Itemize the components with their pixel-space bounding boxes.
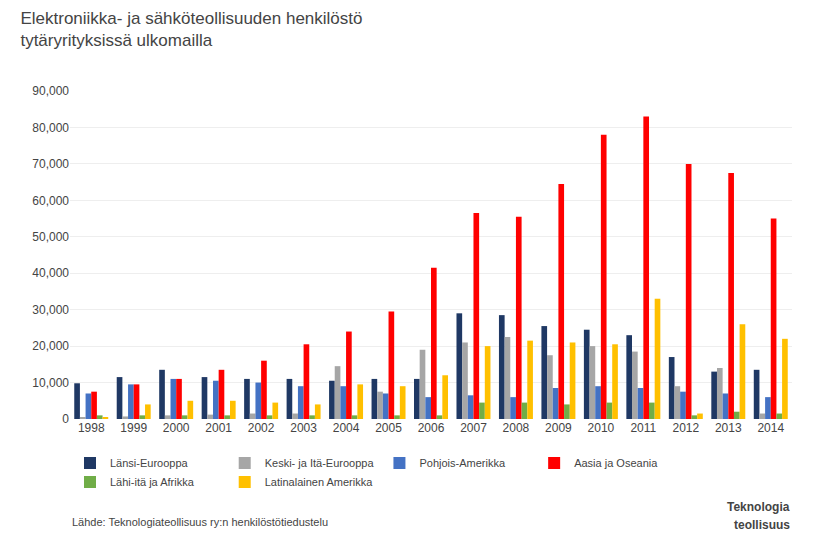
svg-text:1999: 1999 (120, 421, 147, 435)
svg-text:2001: 2001 (205, 421, 232, 435)
svg-text:2011: 2011 (630, 421, 656, 435)
svg-text:2013: 2013 (715, 421, 742, 435)
svg-text:2009: 2009 (545, 421, 572, 435)
svg-text:Pohjois-Amerikka: Pohjois-Amerikka (419, 457, 505, 469)
svg-text:Länsi-Eurooppa: Länsi-Eurooppa (110, 457, 189, 469)
svg-text:Lähi-itä ja Afrikka: Lähi-itä ja Afrikka (110, 476, 195, 488)
svg-text:1998: 1998 (78, 421, 105, 435)
svg-text:2007: 2007 (460, 421, 487, 435)
svg-text:Latinalainen Amerikka: Latinalainen Amerikka (265, 476, 374, 488)
svg-text:50,000: 50,000 (32, 230, 69, 244)
svg-text:2012: 2012 (672, 421, 699, 435)
svg-text:20,000: 20,000 (32, 339, 69, 353)
svg-text:70,000: 70,000 (32, 157, 69, 171)
svg-text:30,000: 30,000 (32, 303, 69, 317)
svg-text:2004: 2004 (333, 421, 360, 435)
svg-text:2014: 2014 (757, 421, 784, 435)
svg-text:60,000: 60,000 (32, 194, 69, 208)
svg-text:40,000: 40,000 (32, 266, 69, 280)
svg-text:Keski- ja Itä-Eurooppa: Keski- ja Itä-Eurooppa (265, 457, 375, 469)
svg-text:2008: 2008 (503, 421, 530, 435)
svg-text:2006: 2006 (418, 421, 445, 435)
svg-text:Aasia ja Oseania: Aasia ja Oseania (574, 457, 658, 469)
svg-text:90,000: 90,000 (32, 84, 69, 98)
svg-text:2000: 2000 (163, 421, 190, 435)
svg-text:Elektroniikka- ja sähköteollis: Elektroniikka- ja sähköteollisuuden henk… (20, 9, 362, 50)
svg-text:10,000: 10,000 (32, 376, 69, 390)
svg-text:2002: 2002 (248, 421, 275, 435)
svg-text:Lähde: Teknologiateollisuus ry: Lähde: Teknologiateollisuus ry:n henkilö… (72, 516, 328, 528)
svg-text:0: 0 (62, 412, 69, 426)
svg-text:2005: 2005 (375, 421, 402, 435)
svg-text:Teknologia: Teknologia (727, 500, 790, 514)
svg-text:teollisuus: teollisuus (734, 518, 790, 532)
svg-text:80,000: 80,000 (32, 121, 69, 135)
svg-text:2003: 2003 (290, 421, 317, 435)
svg-text:2010: 2010 (588, 421, 615, 435)
